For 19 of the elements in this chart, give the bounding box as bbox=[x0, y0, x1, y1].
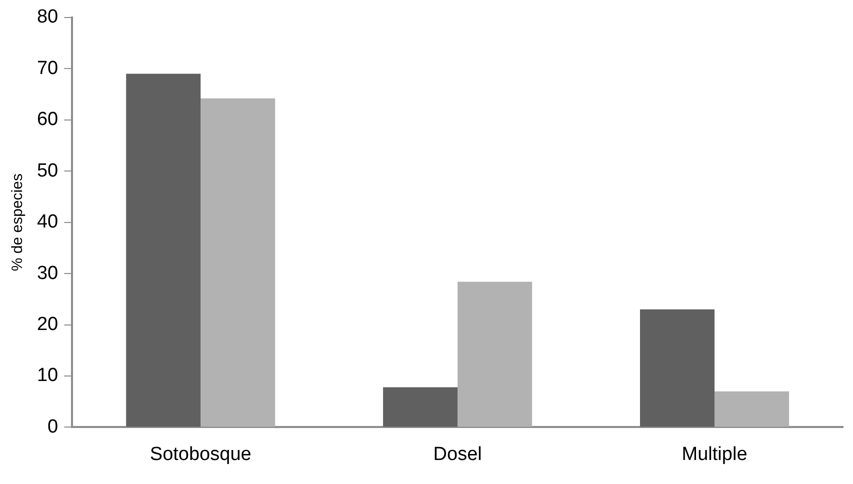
y-tick-label: 0 bbox=[48, 416, 58, 438]
y-tick-label: 40 bbox=[36, 212, 58, 233]
x-tick-label: Dosel bbox=[433, 444, 482, 465]
y-tick-label: 20 bbox=[36, 314, 58, 335]
bar bbox=[640, 309, 715, 427]
bar bbox=[714, 391, 790, 427]
bar bbox=[200, 98, 276, 427]
bar bbox=[383, 387, 458, 427]
x-tick-label: Sotobosque bbox=[150, 444, 252, 465]
bar bbox=[126, 74, 201, 427]
y-tick-label: 70 bbox=[36, 58, 58, 79]
y-tick-label: 80 bbox=[36, 6, 58, 28]
y-tick-label: 30 bbox=[36, 262, 58, 284]
y-tick-label: 10 bbox=[36, 365, 58, 386]
bar bbox=[458, 282, 532, 427]
x-tick-label: Multiple bbox=[682, 444, 748, 465]
y-tick-label: 50 bbox=[36, 160, 58, 182]
y-axis-title: % de especies bbox=[9, 174, 26, 272]
y-tick-label: 60 bbox=[36, 109, 58, 130]
